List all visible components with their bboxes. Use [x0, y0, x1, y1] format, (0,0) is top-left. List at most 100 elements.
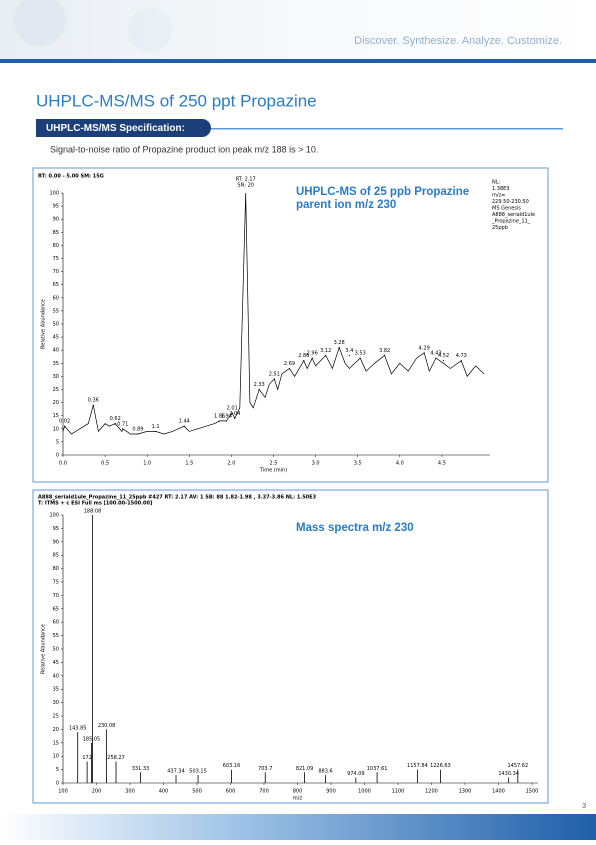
banner: [0, 0, 596, 60]
peak-label: 0.71: [117, 421, 128, 427]
peak-point: [273, 378, 275, 380]
y-tick-label: 50: [53, 647, 59, 653]
y-tick-label: 95: [53, 526, 59, 532]
y-tick-label: 30: [53, 374, 59, 380]
banner-glass: [128, 8, 172, 52]
peak-label: 503.15: [189, 768, 207, 774]
x-tick-label: 900: [326, 789, 336, 795]
chart-annotation: Mass spectra m/z 230: [296, 522, 414, 534]
peak-label: 188.08: [84, 509, 102, 515]
y-tick-label: 75: [53, 256, 59, 262]
peak-label: 331.33: [132, 766, 150, 772]
chart-info-right: A888_seriald1ule: [492, 212, 535, 218]
peak-label: 1.44: [179, 419, 190, 425]
x-tick-label: 4.0: [396, 461, 404, 467]
chart-info-right: m/z=: [492, 193, 505, 199]
y-tick-label: 25: [53, 387, 59, 393]
y-tick-label: 60: [53, 295, 59, 301]
x-tick-label: 100: [58, 789, 68, 795]
peak-label: 2.69: [284, 361, 295, 367]
trace: [62, 192, 485, 435]
peak-point: [258, 388, 260, 391]
y-tick-label: 70: [53, 269, 59, 275]
peak-point: [183, 425, 185, 427]
header-rule: [0, 59, 596, 63]
peak-point: [338, 346, 340, 349]
x-tick-label: 1300: [459, 789, 472, 795]
peak-label: 2.33: [254, 382, 265, 388]
x-tick-label: 600: [226, 789, 236, 795]
peak-point: [155, 430, 157, 433]
y-tick-label: 0: [56, 781, 59, 787]
y-tick-label: 10: [53, 426, 59, 432]
peak-label: 230.08: [98, 723, 116, 729]
peak-point: [384, 354, 386, 357]
peak-label: 1.94: [221, 413, 232, 419]
chart-info: T: ITMS + c ESI Full ms [100.00-1500.00]: [38, 501, 152, 507]
x-tick-label: 1200: [425, 789, 438, 795]
page-number: 3: [582, 803, 586, 810]
peak-label: 1.1: [152, 424, 160, 430]
y-axis-label: Relative Abundance: [41, 624, 47, 674]
x-tick-label: 0.5: [101, 461, 109, 467]
peak-label: 1457.62: [507, 763, 528, 769]
y-tick-label: 40: [53, 348, 59, 354]
y-tick-label: 50: [53, 322, 59, 328]
peak-label: 4.73: [456, 353, 467, 359]
y-axis-label: Relative Abundance: [41, 299, 47, 349]
tagline: Discover. Synthesize. Analyze. Customize…: [354, 35, 562, 47]
chart-info: RT: 0.00 - 5.00 SM: 15G: [38, 174, 104, 180]
x-tick-label: 1400: [492, 789, 505, 795]
y-tick-label: 60: [53, 620, 59, 626]
peak-label: 1037.61: [367, 766, 388, 772]
peak-point: [219, 420, 221, 422]
peak-label: 1226.63: [430, 763, 451, 769]
peak-label: 143.85: [69, 726, 87, 732]
peak-point: [231, 412, 233, 414]
section-tab: [36, 119, 211, 137]
y-tick-label: 100: [49, 191, 59, 197]
peak-label: 603.16: [223, 763, 241, 769]
chart-info-right: 25ppb: [492, 225, 508, 231]
x-tick-label: 1000: [358, 789, 371, 795]
chart-frame: [32, 489, 549, 804]
y-tick-label: 5: [56, 767, 59, 773]
y-tick-label: 45: [53, 335, 59, 341]
peak-point: [325, 354, 327, 357]
peak-label: 1.86: [214, 413, 225, 419]
y-tick-label: 95: [53, 204, 59, 210]
x-tick-label: 3.0: [312, 461, 320, 467]
section-rule: [210, 128, 563, 130]
y-tick-label: 90: [53, 217, 59, 223]
chart-info-right: NL:: [492, 180, 501, 186]
chart-info-right: MS Genesis: [492, 206, 521, 212]
x-tick-label: 0.0: [59, 461, 67, 467]
x-tick-label: 1.5: [185, 461, 193, 467]
x-axis-label: m/z: [293, 796, 303, 802]
section-text: Signal-to-noise ratio of Propazine produ…: [50, 144, 318, 154]
y-tick-label: 15: [53, 740, 59, 746]
peak-label: 1157.84: [407, 763, 428, 769]
peak-label: 172: [82, 755, 92, 761]
y-tick-label: 10: [53, 754, 59, 760]
y-tick-label: 25: [53, 714, 59, 720]
x-tick-label: 1.0: [143, 461, 151, 467]
chart-info: A888_seriald1ule_Propazine_11_25ppb #427…: [38, 495, 317, 501]
section-label: UHPLC-MS/MS Specification:: [46, 123, 185, 134]
sn-label: SN: 20: [237, 183, 254, 189]
peak-label: 3.53: [355, 351, 366, 357]
y-tick-label: 80: [53, 243, 59, 249]
y-tick-label: 85: [53, 553, 59, 559]
x-tick-label: 200: [92, 789, 102, 795]
y-tick-label: 30: [53, 700, 59, 706]
peak-label: 4.52: [438, 353, 449, 359]
y-tick-label: 100: [49, 513, 59, 519]
peak-label: 0.36: [88, 398, 99, 404]
chart-frame: [32, 167, 549, 483]
y-tick-label: 35: [53, 687, 59, 693]
x-tick-label: 4.5: [438, 461, 446, 467]
y-tick-label: 15: [53, 413, 59, 419]
x-axis-label: Time (min): [259, 468, 287, 474]
y-tick-label: 55: [53, 633, 59, 639]
